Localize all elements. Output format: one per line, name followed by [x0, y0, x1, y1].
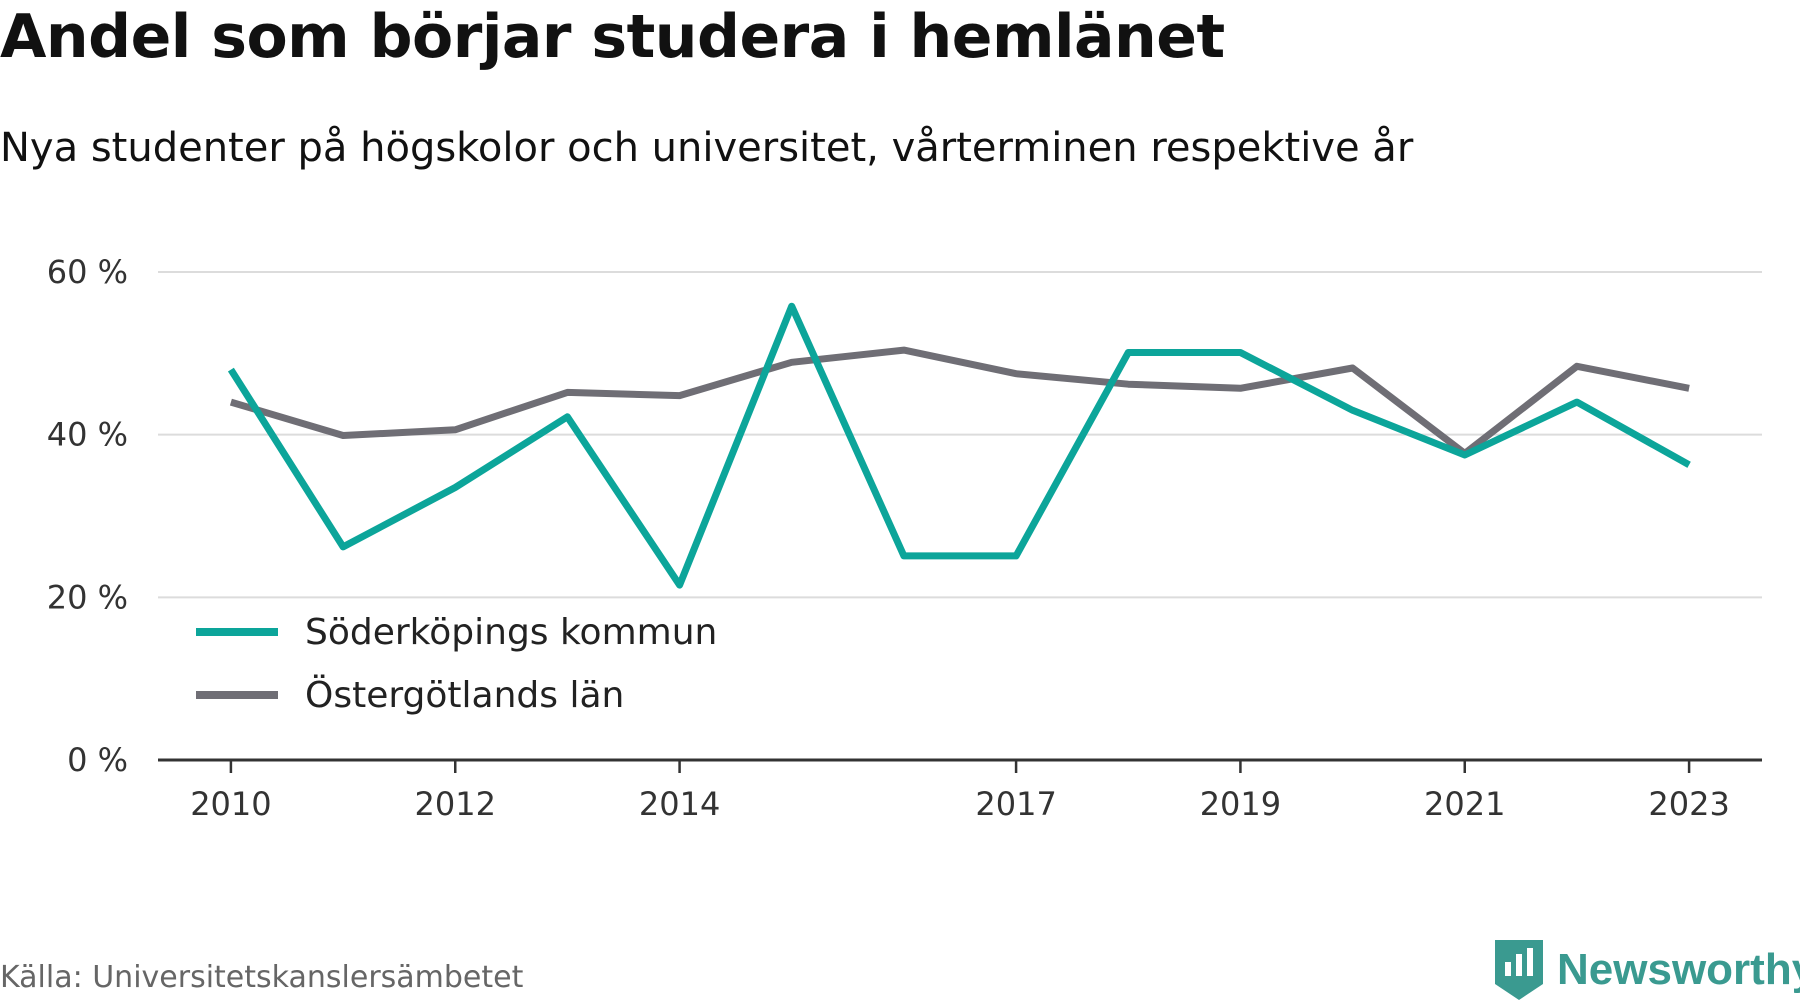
newsworthy-logo-icon — [1495, 940, 1543, 1000]
legend: Söderköpings kommun Östergötlands län — [196, 612, 717, 716]
y-tick-label: 60 % — [47, 253, 128, 291]
series-line — [229, 346, 1690, 457]
chart-subtitle: Nya studenter på högskolor och universit… — [0, 125, 1414, 171]
brand-logo: Newsworthy — [1495, 940, 1800, 1000]
x-tick-label: 2012 — [415, 785, 496, 823]
y-axis-labels: 0 % 20 % 40 % 60 % — [47, 253, 128, 779]
chart-title: Andel som börjar studera i hemlänet — [0, 2, 1225, 72]
series-lines — [227, 302, 1691, 589]
y-tick-label: 20 % — [47, 578, 128, 616]
x-tick-label: 2014 — [639, 785, 720, 823]
legend-label: Söderköpings kommun — [305, 612, 717, 653]
x-tick-label: 2010 — [190, 785, 271, 823]
x-tick-label: 2021 — [1424, 785, 1505, 823]
y-tick-label: 40 % — [47, 416, 128, 454]
legend-label: Östergötlands län — [305, 674, 624, 716]
series-line — [227, 302, 1691, 589]
brand-name: Newsworthy — [1557, 945, 1800, 994]
y-tick-label: 0 % — [67, 741, 128, 779]
x-tick-label: 2023 — [1648, 785, 1729, 823]
source-note: Källa: Universitetskanslersämbetet — [0, 960, 524, 995]
x-tick-label: 2019 — [1200, 785, 1281, 823]
x-axis: 2010 2012 2014 2017 2019 2021 2023 — [158, 758, 1762, 823]
x-tick-label: 2017 — [975, 785, 1056, 823]
